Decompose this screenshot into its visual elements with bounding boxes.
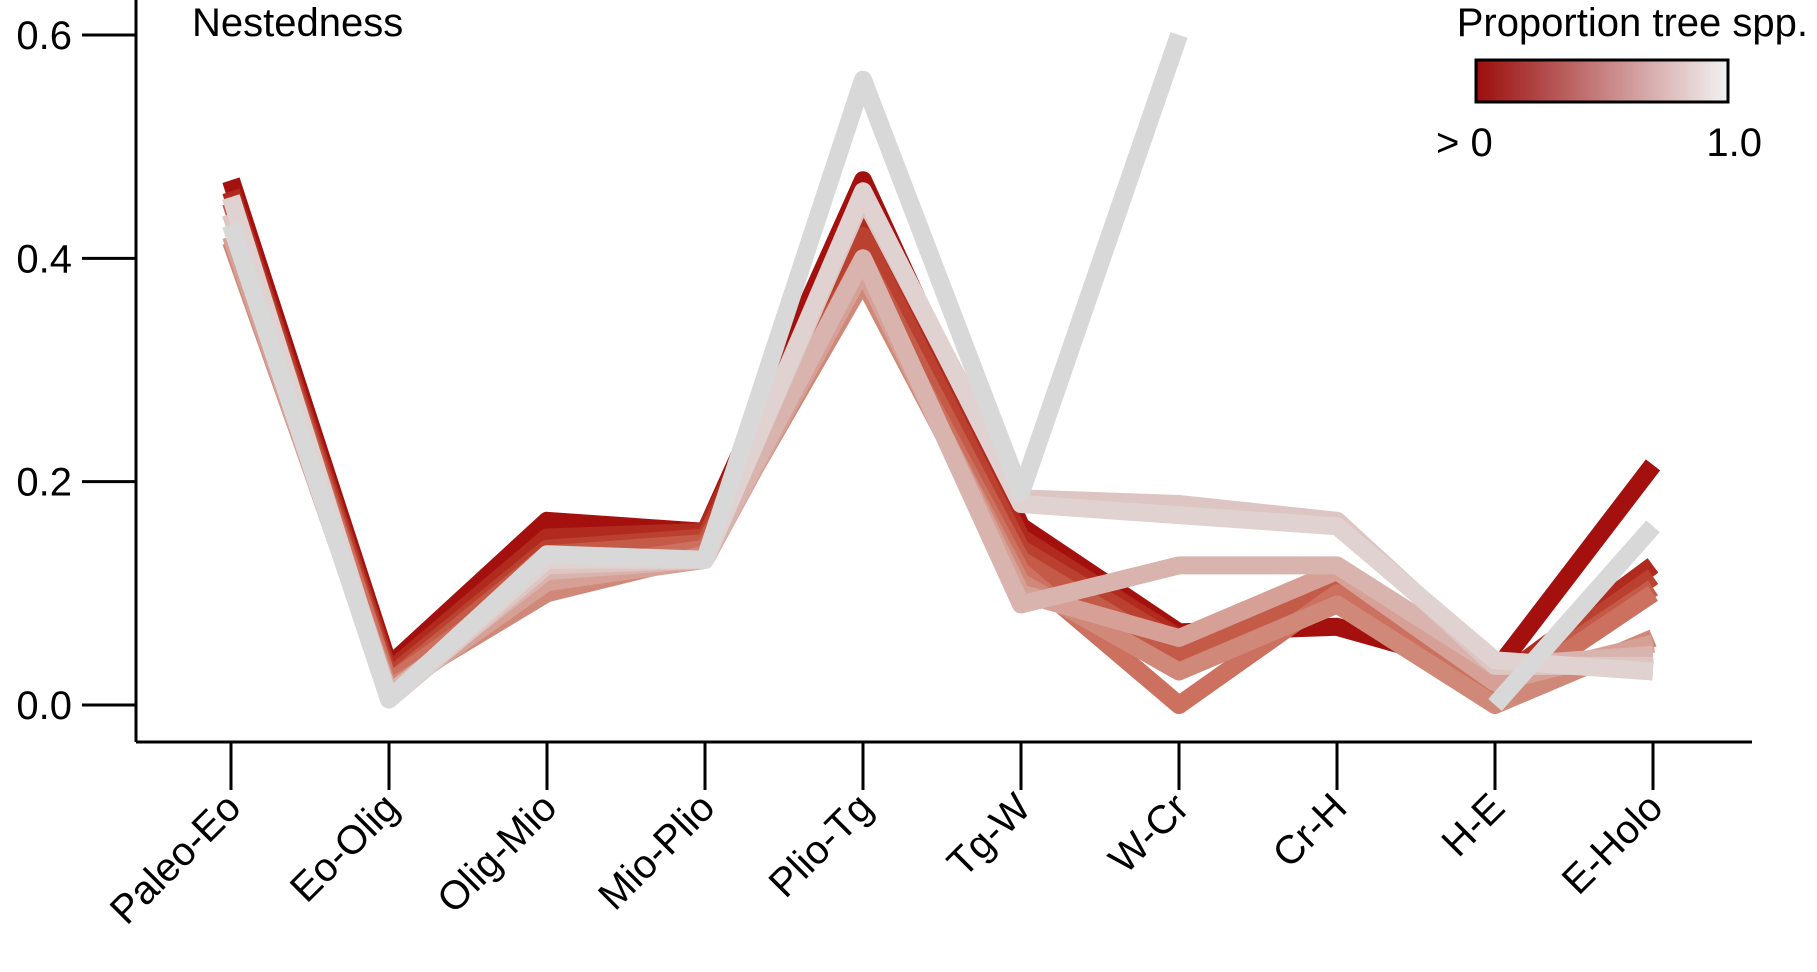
x-tick-label: Tg-W — [939, 785, 1039, 885]
x-tick-label: Paleo-Eo — [102, 785, 249, 932]
x-tick-label: Plio-Tg — [761, 785, 882, 906]
x-tick-label: E-Holo — [1554, 785, 1672, 903]
legend: Proportion tree spp. > 0 1.0 — [1436, 1, 1808, 165]
panel-label: Nestedness — [192, 1, 403, 45]
x-tick-label: Mio-Plio — [590, 785, 723, 918]
x-tick-label: Olig-Mio — [429, 785, 565, 921]
legend-high-label: 1.0 — [1706, 121, 1762, 165]
x-axis-ticks: Paleo-Eo Eo-Olig Olig-Mio Mio-Plio Plio-Tg Tg… — [102, 742, 1671, 933]
y-axis-ticks: 0.0 0.2 0.4 0.6 — [16, 14, 136, 728]
y-tick-label: 0.6 — [16, 14, 72, 58]
y-tick-label: 0.4 — [16, 237, 72, 281]
x-tick-label: W-Cr — [1101, 785, 1198, 882]
x-tick-label: Cr-H — [1265, 785, 1356, 876]
y-tick-label: 0.0 — [16, 684, 72, 728]
x-tick-label: H-E — [1434, 785, 1514, 865]
legend-colorbar — [1474, 58, 1730, 104]
y-tick-label: 0.2 — [16, 461, 72, 505]
series-line-11 — [222, 32, 1660, 711]
legend-title: Proportion tree spp. — [1457, 1, 1808, 45]
legend-low-label: > 0 — [1436, 121, 1493, 165]
series-layer — [222, 32, 1661, 714]
x-tick-label: Eo-Olig — [282, 785, 407, 910]
